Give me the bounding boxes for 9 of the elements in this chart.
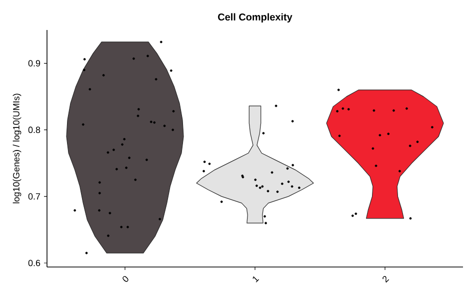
y-tick-label: 0.9 <box>28 60 40 66</box>
x-tick-label: 2 <box>382 276 390 283</box>
y-axis-title: log10(Genes) / log10(UMIs) <box>12 94 22 204</box>
x-tick-label: 0 <box>122 276 128 282</box>
y-tick-label: 0.6 <box>28 260 40 266</box>
x-tick-label: 1 <box>252 276 260 282</box>
y-tick-label: 0.8 <box>28 126 40 134</box>
chart-title: Cell Complexity <box>218 13 292 22</box>
y-tick-label: 0.7 <box>28 193 40 200</box>
